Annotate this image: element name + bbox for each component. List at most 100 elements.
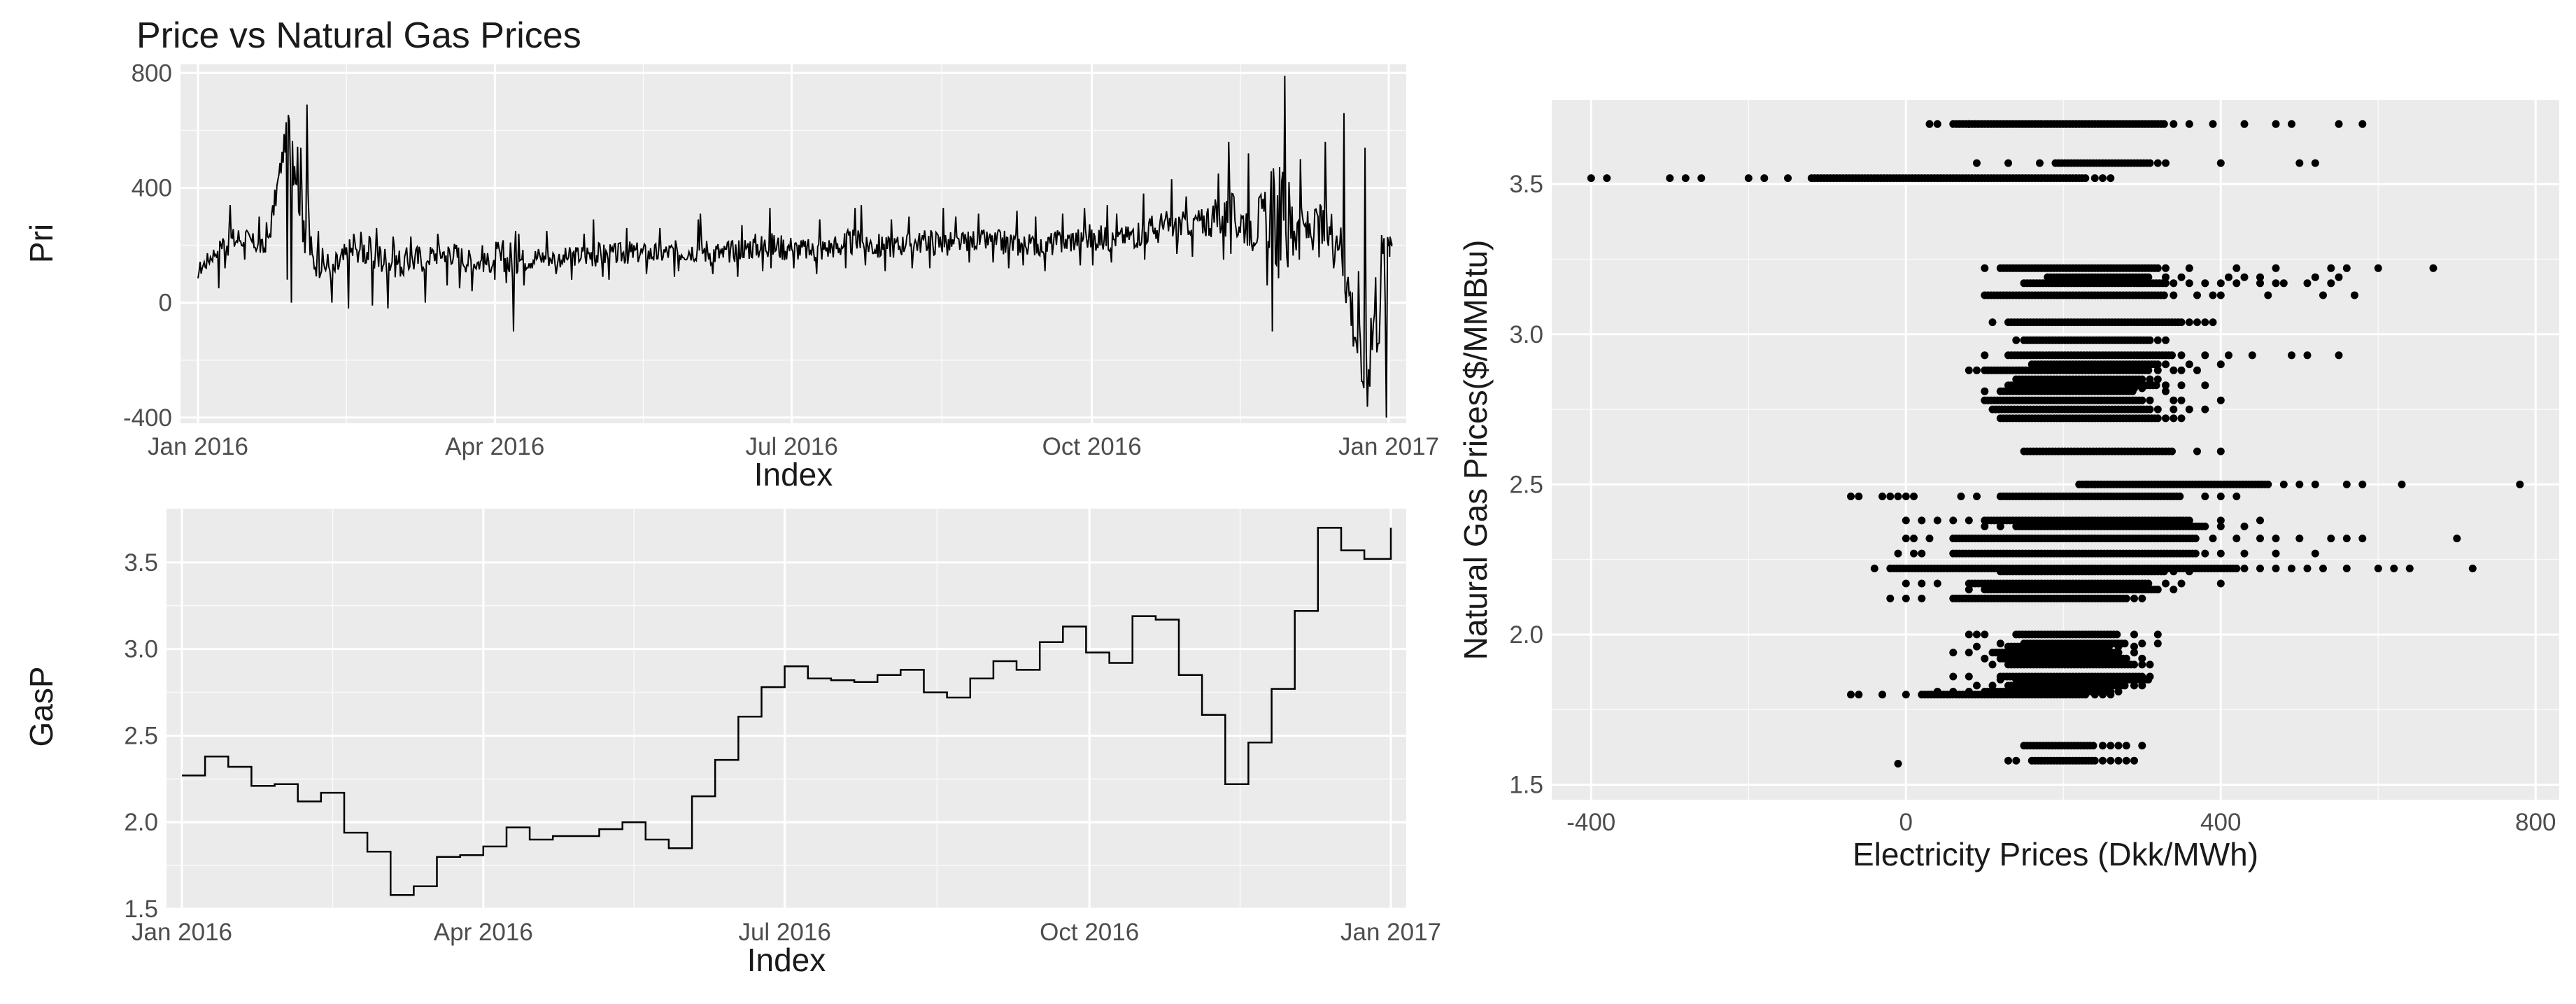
- scatter-point: [1870, 565, 1878, 572]
- scatter-point: [2107, 174, 2115, 183]
- scatter-y-tick-label: 2.5: [1509, 471, 1543, 498]
- scatter-point: [2153, 630, 2162, 639]
- scatter-point: [1894, 760, 1902, 768]
- scatter-point: [2374, 264, 2382, 272]
- scatter-point: [2216, 579, 2225, 588]
- gas-y-tick-label: 1.5: [124, 896, 158, 923]
- scatter-point: [1918, 516, 1926, 525]
- scatter-point: [1949, 672, 1958, 681]
- scatter-point: [2216, 522, 2225, 530]
- scatter-point: [2153, 159, 2162, 167]
- scatter-point: [2130, 630, 2138, 639]
- scatter-point: [2114, 649, 2123, 657]
- scatter-point: [2170, 366, 2178, 374]
- scatter-point: [2122, 654, 2130, 663]
- scatter-point: [2216, 159, 2225, 167]
- scatter-point: [1996, 639, 2004, 648]
- scatter-point: [2256, 565, 2264, 572]
- scatter-point: [2216, 396, 2225, 404]
- scatter-point: [2162, 387, 2170, 395]
- scatter-point: [2177, 381, 2186, 390]
- scatter-point: [2121, 681, 2129, 690]
- scatter-point: [2138, 375, 2146, 383]
- gas-step-line: [182, 527, 1392, 896]
- scatter-point: [2335, 120, 2343, 128]
- price-y-tick-label: 0: [159, 290, 172, 317]
- scatter-point: [1925, 535, 1934, 543]
- scatter-point: [2201, 405, 2209, 413]
- scatter-point: [2327, 535, 2335, 543]
- scatter-point: [2170, 414, 2178, 423]
- scatter-point: [2193, 366, 2201, 374]
- scatter-point: [2288, 351, 2295, 360]
- scatter-point: [1918, 549, 1926, 558]
- scatter-point: [2209, 318, 2217, 327]
- scatter-point: [2468, 565, 2477, 572]
- scatter-point: [2177, 396, 2186, 404]
- scatter-x-tick-label: 800: [2515, 809, 2556, 836]
- scatter-point: [2201, 279, 2209, 288]
- scatter-point: [1981, 630, 1989, 639]
- scatter-point: [2248, 351, 2256, 360]
- gas-plot-background: [167, 509, 1406, 909]
- scatter-y-tick-label: 1.5: [1509, 772, 1543, 799]
- scatter-point: [2012, 756, 2021, 765]
- scatter-y-tick-label: 2.0: [1509, 621, 1543, 649]
- scatter-point: [2256, 535, 2264, 543]
- scatter-point: [2130, 594, 2138, 602]
- scatter-point: [2272, 549, 2280, 558]
- scatter-point: [2225, 273, 2232, 281]
- scatter-point: [2185, 318, 2193, 327]
- scatter-point: [2152, 381, 2160, 390]
- scatter-point: [2153, 366, 2162, 374]
- scatter-point: [2153, 360, 2162, 369]
- scatter-point: [1973, 493, 1981, 500]
- scatter-point: [1988, 660, 1997, 669]
- scatter-point: [2342, 565, 2351, 572]
- scatter-x-tick-label: -400: [1566, 809, 1615, 836]
- scatter-point: [2209, 535, 2217, 543]
- scatter-point: [2113, 630, 2121, 639]
- gas-y-axis-title: GasP: [23, 666, 59, 747]
- scatter-point: [1902, 579, 1910, 588]
- scatter-point: [1965, 120, 1973, 128]
- scatter-point: [2185, 405, 2193, 413]
- scatter-point: [2099, 174, 2107, 183]
- scatter-point: [1587, 174, 1595, 183]
- scatter-point: [2390, 565, 2398, 572]
- scatter-point: [2004, 756, 2012, 765]
- price-y-tick-label: 400: [132, 174, 172, 201]
- scatter-point: [2216, 493, 2225, 500]
- scatter-point: [2146, 336, 2154, 344]
- scatter-point: [2185, 360, 2193, 369]
- scatter-panel: -400 0 400 800 1.5 2.0 2.5 3.0 3.5 Electricity …: [1457, 100, 2559, 872]
- scatter-point: [2295, 159, 2304, 167]
- scatter-point: [2216, 549, 2225, 558]
- price-x-tick-label: Oct 2016: [1042, 433, 1142, 460]
- scatter-point: [2099, 756, 2107, 765]
- scatter-point: [1933, 516, 1941, 525]
- scatter-point: [1910, 493, 1918, 500]
- scatter-point: [2209, 291, 2217, 299]
- scatter-point: [2081, 174, 2090, 183]
- scatter-x-tick-label: 0: [1899, 809, 1913, 836]
- scatter-point: [2162, 264, 2170, 272]
- scatter-point: [2153, 414, 2162, 423]
- scatter-point: [1894, 493, 1902, 500]
- scatter-point: [2170, 291, 2178, 299]
- scatter-point: [2240, 565, 2249, 572]
- scatter-point: [1973, 366, 1981, 374]
- scatter-point: [2453, 535, 2461, 543]
- scatter-point: [2342, 535, 2351, 543]
- scatter-point: [2327, 264, 2335, 272]
- scatter-point: [2327, 279, 2335, 288]
- scatter-point: [1878, 493, 1886, 500]
- scatter-point: [2303, 279, 2312, 288]
- gas-y-tick-label: 3.0: [124, 636, 158, 663]
- scatter-point: [1973, 630, 1981, 639]
- scatter-point: [2319, 291, 2327, 299]
- scatter-point: [1902, 594, 1910, 602]
- scatter-point: [2264, 291, 2272, 299]
- scatter-point: [2153, 639, 2162, 648]
- scatter-point: [2216, 360, 2225, 369]
